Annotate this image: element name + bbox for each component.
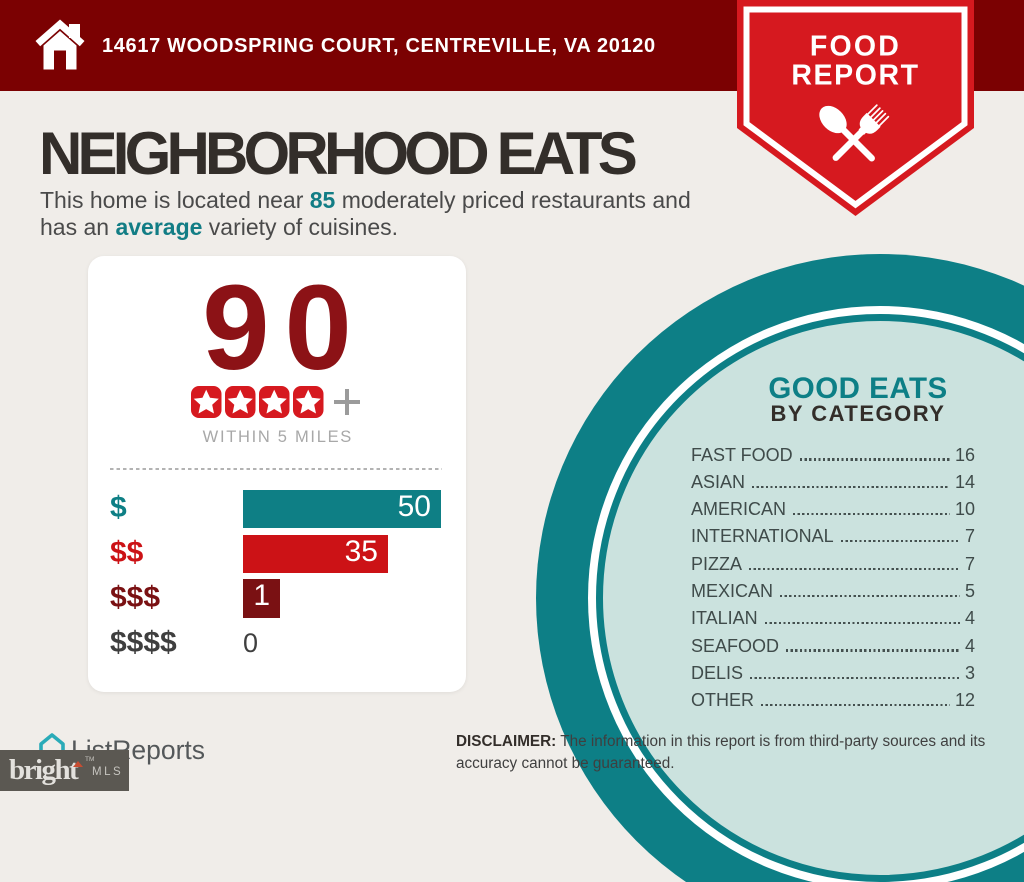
svg-text:REPORT: REPORT: [791, 60, 919, 92]
svg-text:FOOD: FOOD: [810, 31, 901, 63]
